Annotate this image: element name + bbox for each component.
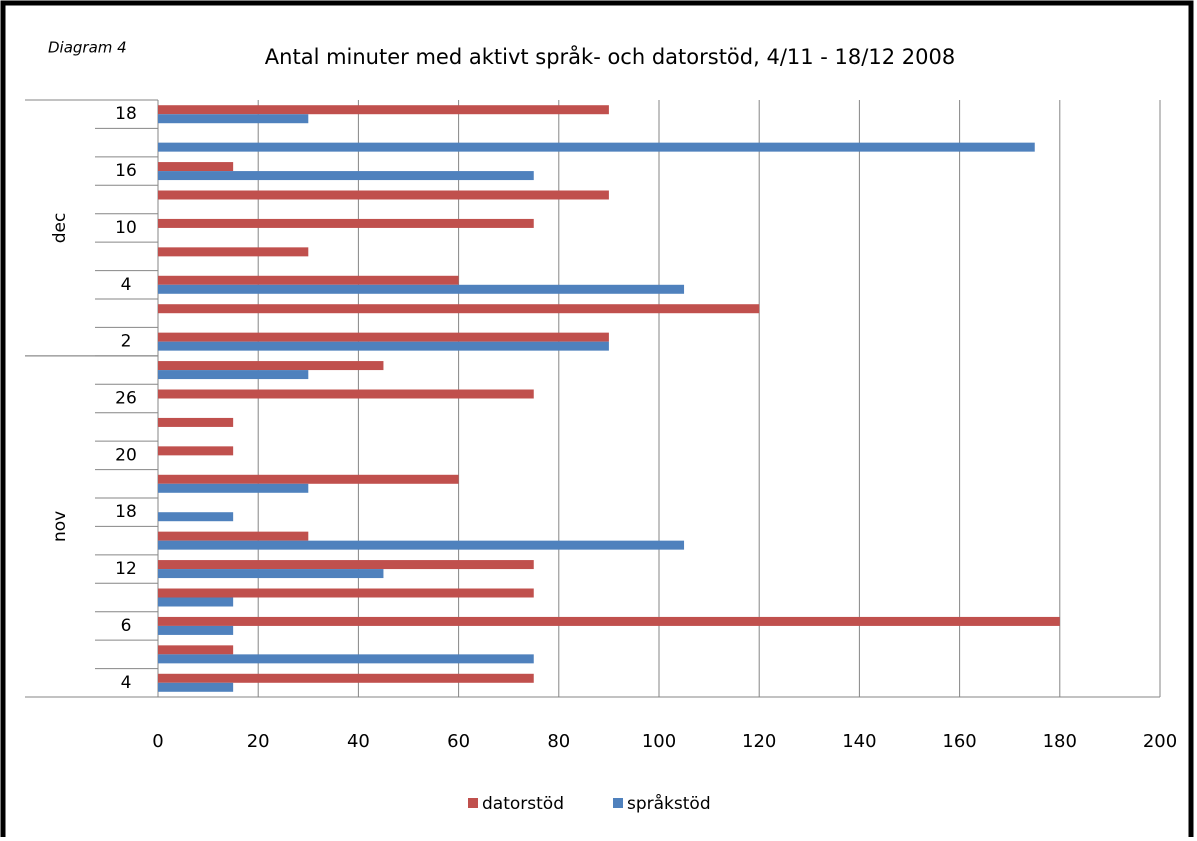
bar: [158, 114, 309, 124]
bar: [158, 247, 309, 257]
group-label: dec: [50, 213, 70, 244]
x-tick-label: 200: [1143, 731, 1177, 752]
bar: [158, 540, 685, 550]
bar: [158, 218, 534, 228]
bar: [158, 597, 234, 607]
bar: [158, 645, 234, 655]
bar: [158, 474, 459, 484]
bar: [158, 569, 384, 579]
bar: [158, 275, 459, 285]
y-tick-label: 6: [121, 616, 132, 636]
bar: [158, 190, 609, 200]
x-tick-label: 0: [152, 731, 163, 752]
bar: [158, 560, 534, 570]
x-tick-label: 120: [742, 731, 776, 752]
x-tick-label: 140: [842, 731, 876, 752]
bar: [158, 673, 534, 683]
y-tick-label: 4: [121, 275, 132, 295]
bar: [158, 417, 234, 427]
legend-label: datorstöd: [482, 794, 564, 814]
y-tick-label: 26: [115, 389, 137, 409]
x-tick-label: 180: [1043, 731, 1077, 752]
y-tick-label: 20: [115, 445, 137, 465]
bar: [158, 512, 234, 522]
bar: [158, 341, 609, 351]
bar: [158, 625, 234, 635]
y-tick-label: 10: [115, 218, 137, 238]
bar: [158, 682, 234, 692]
chart-title: Antal minuter med aktivt språk- och dato…: [265, 44, 955, 69]
y-tick-label: 16: [115, 161, 137, 181]
bar: [158, 142, 1035, 152]
bar: [158, 531, 309, 541]
bar: [158, 446, 234, 456]
y-tick-label: 12: [115, 559, 137, 579]
x-tick-label: 40: [347, 731, 370, 752]
x-tick-label: 160: [942, 731, 976, 752]
legend-label: språkstöd: [627, 793, 711, 814]
bar: [158, 304, 760, 314]
x-tick-label: 20: [247, 731, 270, 752]
group-label: nov: [50, 511, 70, 542]
bar: [158, 616, 1060, 626]
bar: [158, 171, 534, 181]
bar: [158, 361, 384, 371]
y-tick-label: 18: [115, 104, 137, 124]
bar: [158, 105, 609, 115]
bar: [158, 284, 685, 294]
bar: [158, 370, 309, 380]
y-tick-label: 4: [121, 673, 132, 693]
x-tick-label: 100: [642, 731, 676, 752]
legend-swatch: [468, 798, 478, 808]
bar: [158, 332, 609, 342]
x-tick-label: 60: [447, 731, 470, 752]
y-tick-label: 2: [121, 332, 132, 352]
annotation: Diagram 4: [48, 39, 127, 57]
bar: [158, 162, 234, 172]
bar: [158, 588, 534, 598]
y-tick-label: 18: [115, 502, 137, 522]
bar: [158, 389, 534, 399]
bar: [158, 654, 534, 664]
x-tick-label: 80: [547, 731, 570, 752]
legend-swatch: [613, 798, 623, 808]
bar: [158, 483, 309, 493]
